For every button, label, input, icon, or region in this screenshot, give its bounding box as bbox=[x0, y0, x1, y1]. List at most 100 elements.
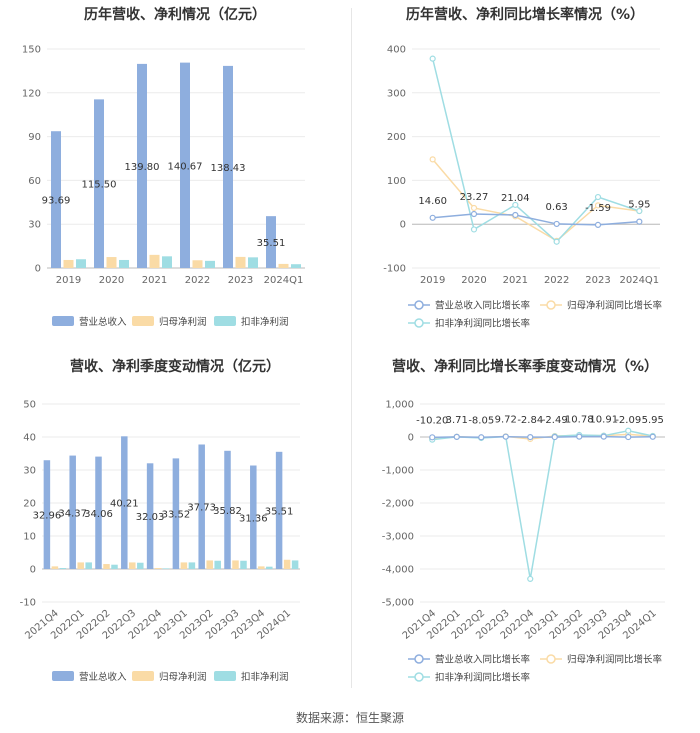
legend-label: 扣非净利润同比增长率 bbox=[435, 672, 531, 684]
bar bbox=[119, 259, 129, 268]
data-label: 32.96 bbox=[33, 511, 62, 522]
data-point bbox=[470, 204, 478, 212]
bar bbox=[188, 562, 196, 569]
data-point bbox=[527, 575, 534, 582]
quarterly-growth-rate-chart: 营收、净利同比增长率季度变动情况（%） -5,000 -4,000 -3,000 -2… bbox=[350, 352, 700, 704]
y-tick-label: 30 bbox=[23, 466, 36, 477]
legend-label: 扣非净利润 bbox=[241, 316, 289, 328]
legend-swatch bbox=[132, 316, 154, 326]
x-tick-label: 2022 bbox=[544, 275, 569, 286]
data-point bbox=[553, 238, 560, 245]
data-label: -10.20 bbox=[416, 415, 448, 426]
legend-swatch-marker bbox=[546, 654, 556, 664]
data-label: -2.49 bbox=[542, 415, 568, 426]
data-label: 93.69 bbox=[42, 196, 71, 207]
y-tick-label: 150 bbox=[22, 45, 41, 56]
y-tick-label: 30 bbox=[28, 220, 41, 231]
annual-revenue-profit-chart: 历年营收、净利情况（亿元） 0 30 60 90 120 150 2019 2020 2021 2… bbox=[0, 0, 350, 352]
data-label: 35.51 bbox=[265, 506, 294, 517]
bar bbox=[149, 254, 160, 268]
legend-swatch bbox=[214, 671, 236, 681]
bar bbox=[63, 259, 74, 268]
data-label: 5.95 bbox=[642, 415, 664, 426]
bar bbox=[291, 560, 299, 569]
legend-label: 扣非净利润同比增长率 bbox=[435, 318, 531, 330]
chart-title: 营收、净利同比增长率季度变动情况（%） bbox=[391, 359, 659, 375]
data-point bbox=[429, 214, 436, 221]
data-label: 14.60 bbox=[418, 196, 447, 207]
bar bbox=[51, 131, 61, 268]
data-point bbox=[625, 427, 632, 434]
legend-swatch bbox=[132, 671, 154, 681]
y-tick-label: -3,000 bbox=[382, 532, 414, 543]
legend-swatch-marker bbox=[414, 318, 424, 328]
bar bbox=[51, 566, 59, 569]
bar bbox=[206, 560, 213, 569]
legend-label: 营业总收入 bbox=[79, 316, 127, 328]
data-point bbox=[594, 193, 602, 201]
y-tick-label: 40 bbox=[23, 433, 36, 444]
x-tick-label: 2019 bbox=[56, 275, 81, 286]
bar bbox=[95, 456, 102, 569]
data-label: 32.03 bbox=[136, 512, 165, 523]
bar bbox=[224, 450, 231, 569]
bar bbox=[172, 458, 180, 569]
data-point bbox=[478, 434, 485, 441]
data-label: 23.27 bbox=[460, 192, 489, 203]
legend-swatch bbox=[214, 316, 236, 326]
y-tick-label: -100 bbox=[383, 264, 406, 275]
data-source-note: 数据来源：恒生聚源 bbox=[295, 711, 404, 725]
data-point bbox=[429, 55, 436, 62]
y-tick-label: 0 bbox=[35, 264, 41, 275]
data-point bbox=[527, 433, 534, 441]
y-tick-label: -2,000 bbox=[382, 499, 414, 510]
panel-divider bbox=[351, 8, 352, 688]
data-point bbox=[512, 201, 519, 209]
bar bbox=[162, 568, 170, 569]
legend-label: 营业总收入 bbox=[79, 671, 127, 683]
data-label: 5.95 bbox=[628, 200, 650, 211]
bar bbox=[162, 256, 172, 268]
bar bbox=[258, 566, 265, 569]
legend-swatch-marker bbox=[414, 672, 424, 682]
legend-label: 归母净利润 bbox=[159, 316, 207, 328]
x-tick-label: 2020 bbox=[461, 275, 486, 286]
bar bbox=[214, 560, 221, 569]
x-tick-label: 2021 bbox=[142, 275, 167, 286]
data-point bbox=[553, 220, 560, 228]
chart-title: 历年营收、净利同比增长率情况（%） bbox=[405, 7, 645, 23]
data-label: 21.04 bbox=[501, 193, 530, 204]
data-label: -2.09 bbox=[615, 415, 641, 426]
y-tick-label: 10 bbox=[23, 532, 36, 543]
data-label: 115.50 bbox=[82, 180, 117, 191]
bar bbox=[137, 562, 144, 569]
series-line bbox=[432, 429, 653, 580]
bar bbox=[129, 562, 136, 569]
legend-swatch bbox=[52, 316, 74, 326]
y-tick-label: 100 bbox=[387, 176, 406, 187]
data-label: 40.21 bbox=[110, 499, 139, 510]
data-label: 31.36 bbox=[239, 513, 268, 524]
data-label: 140.67 bbox=[168, 161, 203, 172]
legend-swatch-marker bbox=[414, 300, 424, 310]
y-tick-label: 300 bbox=[387, 88, 406, 99]
data-label: -8.05 bbox=[468, 415, 494, 426]
x-tick-label: 2021 bbox=[503, 275, 528, 286]
bar bbox=[275, 451, 283, 569]
data-point bbox=[470, 210, 478, 218]
data-label: 139.80 bbox=[125, 162, 160, 173]
legend-label: 归母净利润同比增长率 bbox=[567, 654, 663, 666]
bar bbox=[250, 465, 257, 569]
series-line bbox=[432, 213, 640, 226]
data-label: 10.91 bbox=[589, 415, 618, 426]
y-tick-label: 90 bbox=[28, 132, 41, 143]
legend-label: 营业总收入同比增长率 bbox=[435, 300, 531, 312]
bar bbox=[111, 564, 118, 569]
x-tick-label: 2022 bbox=[185, 275, 210, 286]
y-tick-label: 60 bbox=[28, 176, 41, 187]
data-point bbox=[576, 433, 583, 440]
bar bbox=[180, 62, 190, 269]
y-tick-label: 50 bbox=[23, 400, 36, 411]
x-tick-label: 2020 bbox=[99, 275, 124, 286]
data-label: -1.59 bbox=[585, 203, 611, 214]
